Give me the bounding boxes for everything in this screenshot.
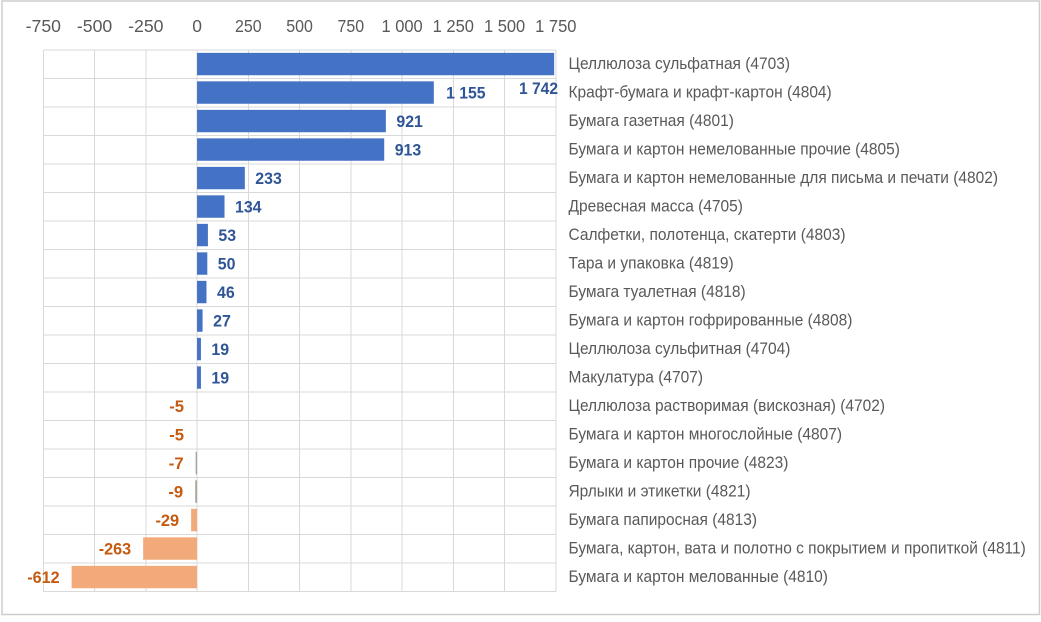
svg-text:Тара и упаковка (4819): Тара и упаковка (4819) [569,253,734,272]
svg-text:46: 46 [217,283,235,302]
svg-text:250: 250 [235,16,262,36]
svg-text:-9: -9 [168,483,183,502]
svg-text:27: 27 [213,312,231,331]
svg-text:-500: -500 [77,16,113,36]
svg-text:Целлюлоза сульфатная (4703): Целлюлоза сульфатная (4703) [569,54,791,73]
svg-text:Бумага и картон гофрированные: Бумага и картон гофрированные (4808) [569,310,853,329]
svg-text:Бумага газетная (4801): Бумага газетная (4801) [569,111,734,130]
svg-text:Бумага и картон многослойные (: Бумага и картон многослойные (4807) [569,424,843,443]
svg-text:Бумага туалетная (4818): Бумага туалетная (4818) [569,282,746,301]
svg-text:-29: -29 [156,511,180,530]
svg-text:19: 19 [211,340,229,359]
svg-text:1 750: 1 750 [535,16,577,36]
svg-text:Макулатура (4707): Макулатура (4707) [569,367,704,386]
svg-text:0: 0 [192,16,202,36]
svg-text:1 250: 1 250 [433,16,475,36]
svg-text:53: 53 [218,226,236,245]
svg-text:500: 500 [286,16,313,36]
svg-text:1 155: 1 155 [446,84,485,103]
svg-text:1 742: 1 742 [519,79,558,98]
svg-text:Бумага и картон мелованные (48: Бумага и картон мелованные (4810) [569,567,828,586]
svg-text:Крафт-бумага и крафт-картон (4: Крафт-бумага и крафт-картон (4804) [569,82,832,101]
svg-text:-250: -250 [128,16,164,36]
svg-text:1 500: 1 500 [484,16,526,36]
svg-text:-263: -263 [99,540,131,559]
svg-text:-5: -5 [169,426,184,445]
svg-text:Ярлыки и этикетки (4821): Ярлыки и этикетки (4821) [569,481,751,500]
svg-text:Бумага и картон прочие (4823): Бумага и картон прочие (4823) [569,453,789,472]
svg-text:-5: -5 [169,397,184,416]
svg-text:Бумага и картон немелованные д: Бумага и картон немелованные для письма … [569,168,999,187]
svg-text:Бумага папиросная (4813): Бумага папиросная (4813) [569,510,758,529]
svg-text:921: 921 [396,112,423,131]
svg-text:-750: -750 [26,16,62,36]
svg-text:-7: -7 [169,454,184,473]
svg-text:750: 750 [338,16,365,36]
svg-text:Бумага и картон немелованные п: Бумага и картон немелованные прочие (480… [569,139,900,158]
svg-text:19: 19 [211,369,229,388]
svg-text:Целлюлоза растворимая (вискозн: Целлюлоза растворимая (вискозная) (4702) [569,396,886,415]
svg-text:233: 233 [255,169,281,188]
svg-text:Салфетки, полотенца, скатерти: Салфетки, полотенца, скатерти (4803) [569,225,846,244]
svg-text:-612: -612 [27,568,59,587]
svg-text:Бумага, картон, вата и полотно: Бумага, картон, вата и полотно с покрыти… [569,538,1026,557]
svg-text:134: 134 [235,198,262,217]
svg-text:1 000: 1 000 [381,16,423,36]
svg-text:Целлюлоза сульфитная (4704): Целлюлоза сульфитная (4704) [569,339,791,358]
svg-text:913: 913 [395,141,422,160]
svg-text:50: 50 [218,255,236,274]
svg-text:Древесная масса (4705): Древесная масса (4705) [569,196,743,215]
